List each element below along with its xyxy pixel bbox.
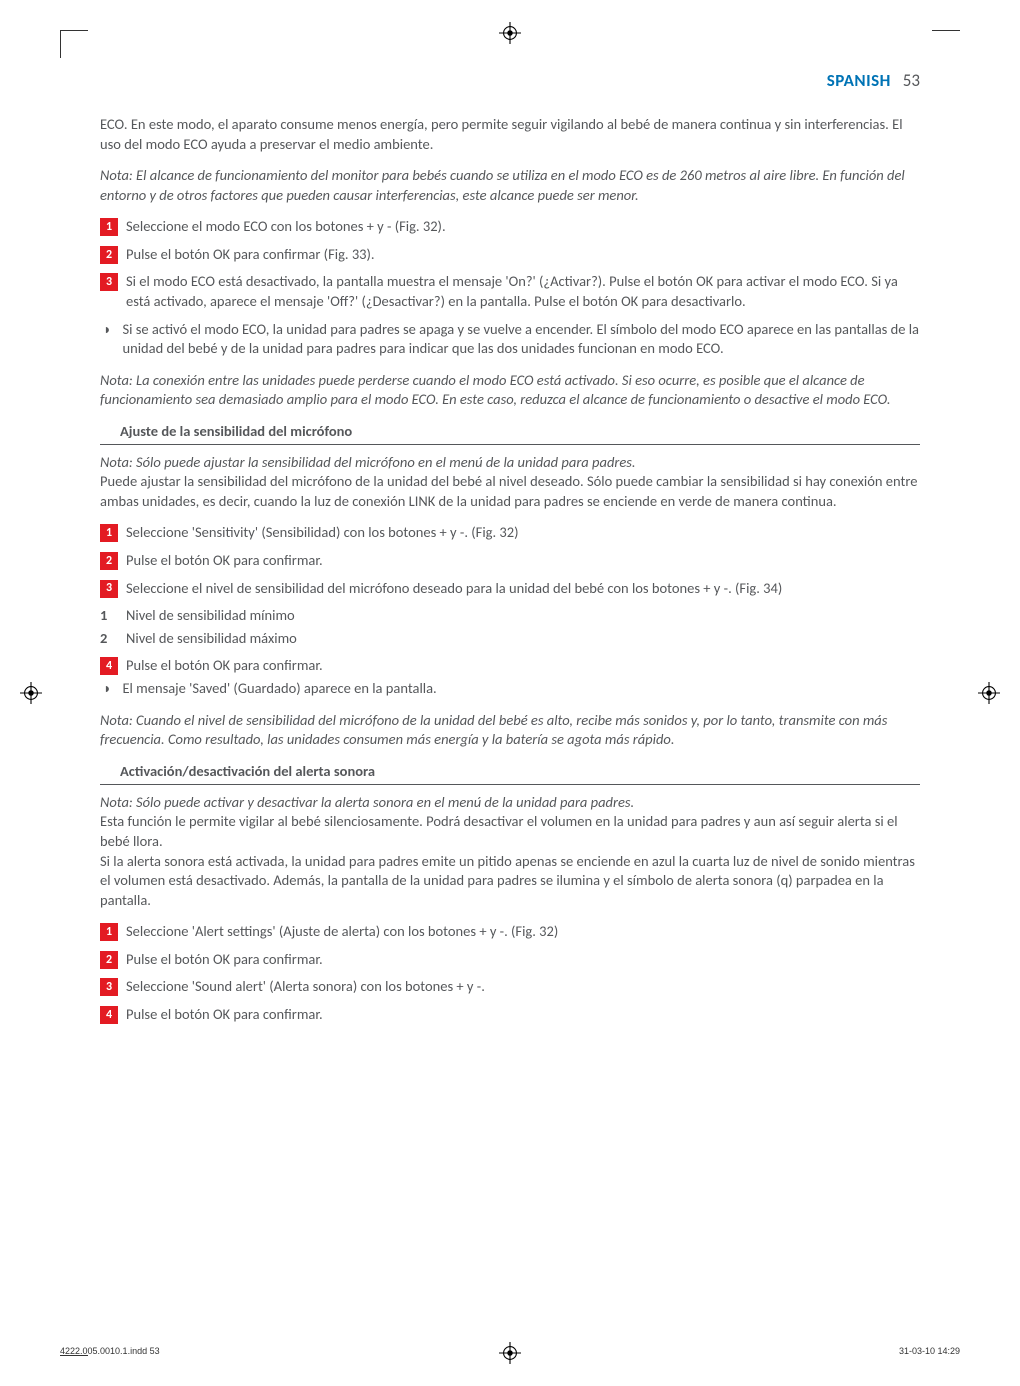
page-header: SPANISH 53 bbox=[100, 70, 920, 91]
step-b4: 4 Pulse el botón OK para confirmar. bbox=[100, 656, 920, 676]
step-num-c1: 1 bbox=[100, 923, 118, 941]
step-1-text: Seleccione el modo ECO con los botones +… bbox=[126, 217, 920, 237]
step-b3: 3 Seleccione el nivel de sensibilidad de… bbox=[100, 579, 920, 599]
step-c2-text: Pulse el botón OK para confirmar. bbox=[126, 950, 920, 970]
note-eco-connection: Nota: La conexión entre las unidades pue… bbox=[100, 371, 920, 410]
step-c3-text: Seleccione 'Sound alert' (Alerta sonora)… bbox=[126, 977, 920, 997]
step-b1: 1 Seleccione 'Sensitivity' (Sensibilidad… bbox=[100, 523, 920, 543]
steps-mic: 1 Seleccione 'Sensitivity' (Sensibilidad… bbox=[100, 523, 920, 698]
step-num-2: 2 bbox=[100, 246, 118, 264]
legend-1: 1 Nivel de sensibilidad mínimo bbox=[100, 606, 920, 626]
heading-mic-sensitivity: Ajuste de la sensibilidad del micrófono bbox=[100, 422, 920, 445]
registration-mark-left bbox=[20, 682, 42, 704]
legend-2-text: Nivel de sensibilidad máximo bbox=[126, 629, 297, 649]
step-3-text: Si el modo ECO está desactivado, la pant… bbox=[126, 272, 920, 311]
step-c1-text: Seleccione 'Alert settings' (Ajuste de a… bbox=[126, 922, 920, 942]
note-mic-power: Nota: Cuando el nivel de sensibilidad de… bbox=[100, 711, 920, 750]
intro-text: ECO. En este modo, el aparato consume me… bbox=[100, 115, 920, 154]
footer-left: 4222.005.0010.1.indd 53 bbox=[60, 1346, 160, 1356]
step-1: 1 Seleccione el modo ECO con los botones… bbox=[100, 217, 920, 237]
note-alert: Nota: Sólo puede activar y desactivar la… bbox=[100, 793, 634, 811]
crop-mark-tr bbox=[932, 30, 960, 31]
header-language: SPANISH bbox=[827, 70, 891, 91]
body-mic: Puede ajustar la sensibilidad del micróf… bbox=[100, 472, 917, 510]
step-num-b3: 3 bbox=[100, 580, 118, 598]
bullet-text: Si se activó el modo ECO, la unidad para… bbox=[122, 320, 920, 359]
step-b3-text: Seleccione el nivel de sensibilidad del … bbox=[126, 579, 920, 599]
bullet-saved: ◗ El mensaje 'Saved' (Guardado) aparece … bbox=[100, 679, 920, 699]
heading-sound-alert: Activación/desactivación del alerta sono… bbox=[100, 762, 920, 785]
step-b2: 2 Pulse el botón OK para confirmar. bbox=[100, 551, 920, 571]
registration-mark-right bbox=[978, 682, 1000, 704]
legend-2-num: 2 bbox=[100, 629, 118, 649]
step-num-1: 1 bbox=[100, 218, 118, 236]
bullet-icon-b: ◗ bbox=[103, 680, 111, 699]
step-num-c4: 4 bbox=[100, 1006, 118, 1024]
step-c4-text: Pulse el botón OK para confirmar. bbox=[126, 1005, 920, 1025]
registration-mark-top bbox=[499, 22, 521, 44]
header-page-number: 53 bbox=[903, 70, 920, 91]
step-num-b1: 1 bbox=[100, 524, 118, 542]
step-c1: 1 Seleccione 'Alert settings' (Ajuste de… bbox=[100, 922, 920, 942]
bullet-icon: ◗ bbox=[103, 321, 111, 340]
note-mic: Nota: Sólo puede ajustar la sensibilidad… bbox=[100, 453, 636, 471]
footer-right: 31-03-10 14:29 bbox=[899, 1346, 960, 1356]
step-num-b4: 4 bbox=[100, 657, 118, 675]
legend-1-num: 1 bbox=[100, 606, 118, 626]
crop-mark-tl bbox=[60, 30, 88, 58]
steps-alert: 1 Seleccione 'Alert settings' (Ajuste de… bbox=[100, 922, 920, 1024]
step-2: 2 Pulse el botón OK para confirmar (Fig.… bbox=[100, 245, 920, 265]
step-num-3: 3 bbox=[100, 273, 118, 291]
steps-eco: 1 Seleccione el modo ECO con los botones… bbox=[100, 217, 920, 358]
page-content: SPANISH 53 ECO. En este modo, el aparato… bbox=[100, 70, 920, 1316]
legend-1-text: Nivel de sensibilidad mínimo bbox=[126, 606, 295, 626]
section-c-intro: Nota: Sólo puede activar y desactivar la… bbox=[100, 793, 920, 910]
step-b2-text: Pulse el botón OK para confirmar. bbox=[126, 551, 920, 571]
step-b1-text: Seleccione 'Sensitivity' (Sensibilidad) … bbox=[126, 523, 920, 543]
section-b-intro: Nota: Sólo puede ajustar la sensibilidad… bbox=[100, 453, 920, 512]
body-alert-2: Si la alerta sonora está activada, la un… bbox=[100, 852, 915, 909]
legend-2: 2 Nivel de sensibilidad máximo bbox=[100, 629, 920, 649]
step-num-b2: 2 bbox=[100, 552, 118, 570]
step-b4-text: Pulse el botón OK para confirmar. bbox=[126, 656, 920, 676]
step-num-c3: 3 bbox=[100, 978, 118, 996]
note-eco-range: Nota: El alcance de funcionamiento del m… bbox=[100, 166, 920, 205]
step-c2: 2 Pulse el botón OK para confirmar. bbox=[100, 950, 920, 970]
step-c4: 4 Pulse el botón OK para confirmar. bbox=[100, 1005, 920, 1025]
step-3: 3 Si el modo ECO está desactivado, la pa… bbox=[100, 272, 920, 311]
bullet-eco-symbol: ◗ Si se activó el modo ECO, la unidad pa… bbox=[100, 320, 920, 359]
step-num-c2: 2 bbox=[100, 951, 118, 969]
bullet-saved-text: El mensaje 'Saved' (Guardado) aparece en… bbox=[122, 679, 436, 699]
body-alert-1: Esta función le permite vigilar al bebé … bbox=[100, 812, 898, 850]
page-footer: 4222.005.0010.1.indd 53 31-03-10 14:29 bbox=[60, 1346, 960, 1356]
step-c3: 3 Seleccione 'Sound alert' (Alerta sonor… bbox=[100, 977, 920, 997]
step-2-text: Pulse el botón OK para confirmar (Fig. 3… bbox=[126, 245, 920, 265]
